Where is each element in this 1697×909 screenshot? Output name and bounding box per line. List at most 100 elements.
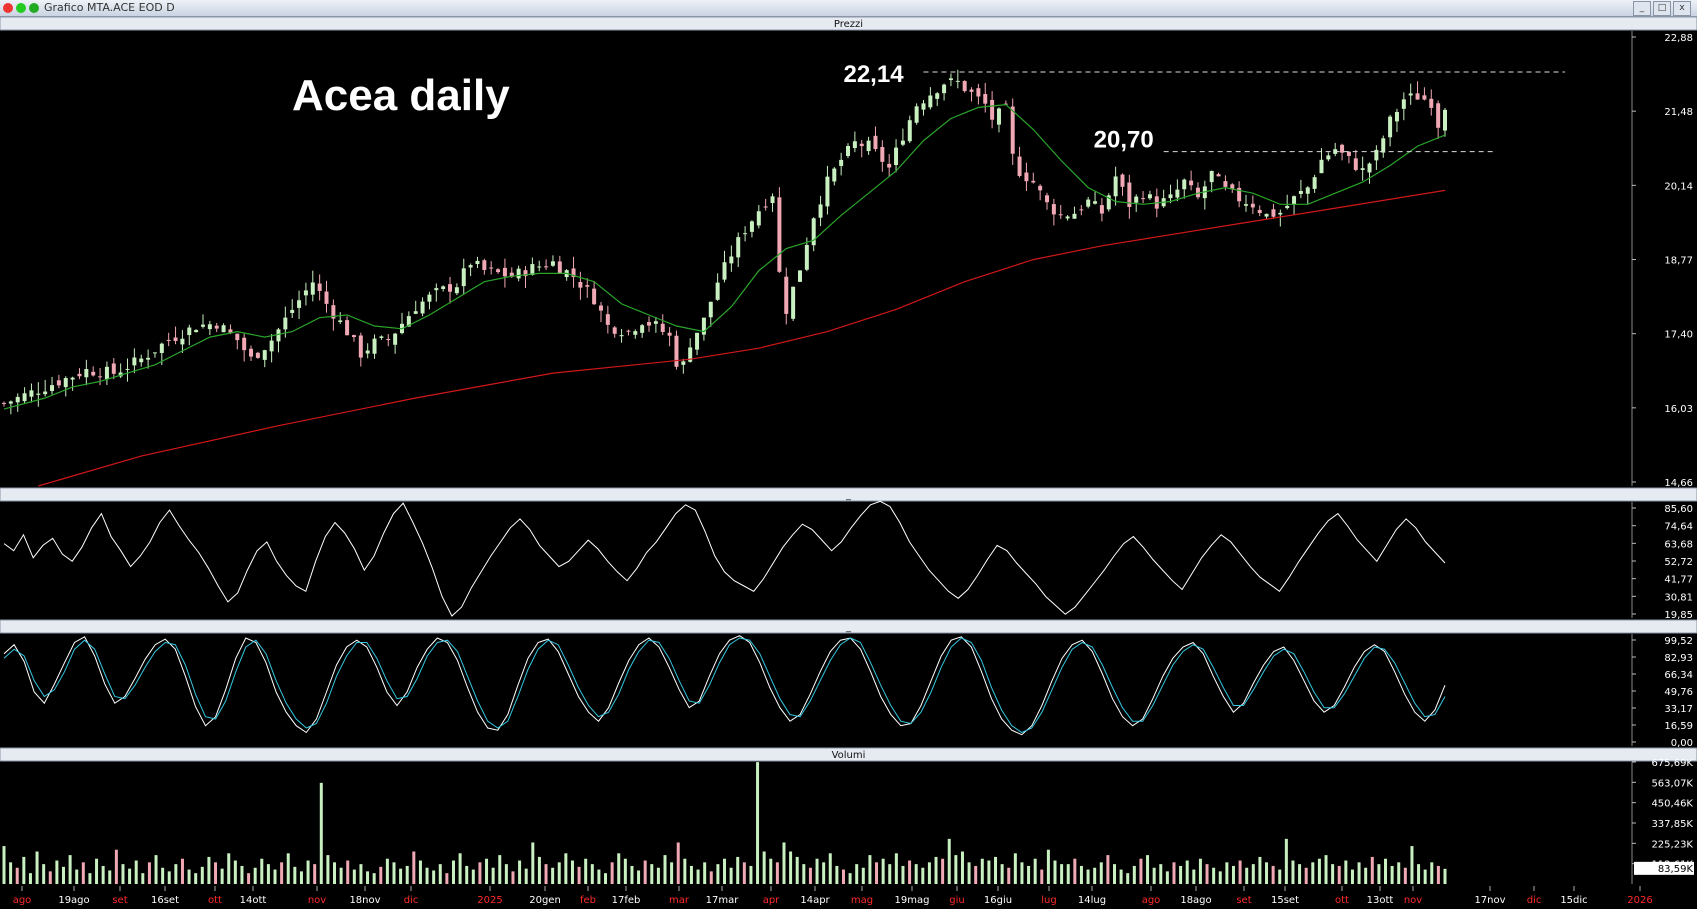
- candle-body: [1278, 212, 1283, 215]
- volume-bar: [1218, 871, 1222, 884]
- volume-bar: [88, 873, 92, 884]
- candle-body: [578, 281, 583, 288]
- volume-bar: [161, 867, 165, 884]
- x-tick-label: 16giu: [984, 895, 1012, 906]
- volume-bar: [1053, 860, 1057, 884]
- candle-body: [1401, 99, 1406, 109]
- volume-bar: [1198, 858, 1202, 884]
- volume-bar: [855, 864, 859, 884]
- volume-bar: [233, 860, 237, 884]
- volume-bar: [808, 867, 812, 884]
- candle-body: [825, 176, 830, 207]
- candle-body: [91, 371, 96, 376]
- candle-body: [146, 357, 151, 360]
- close-dot-icon[interactable]: [3, 3, 13, 13]
- x-tick-label: ott: [208, 895, 222, 906]
- candle-body: [557, 261, 562, 274]
- candle-body: [1058, 214, 1063, 216]
- volume-bar: [775, 862, 779, 884]
- volume-bar: [1251, 864, 1255, 884]
- candle-body: [990, 99, 995, 120]
- candle-body: [118, 372, 123, 377]
- minimize-button[interactable]: _: [1633, 1, 1651, 16]
- volume-bar: [841, 869, 845, 884]
- volume-bar: [55, 860, 59, 884]
- candle-body: [200, 324, 205, 327]
- candle-body: [1388, 116, 1393, 138]
- volume-bar: [134, 860, 138, 884]
- volume-bar: [1258, 856, 1262, 884]
- candle-body: [777, 197, 782, 272]
- panel-title-2: _: [845, 622, 852, 633]
- volume-bar: [815, 858, 819, 884]
- volume-bar: [392, 862, 396, 884]
- candle-body: [283, 317, 288, 330]
- volume-bar: [537, 856, 541, 884]
- candle-body: [571, 268, 576, 278]
- x-tick-label: mar: [669, 895, 690, 906]
- candle-body: [468, 265, 473, 268]
- volume-bar: [1410, 846, 1414, 884]
- volume-bar: [253, 867, 257, 884]
- volume-bar: [412, 851, 416, 884]
- candle-body: [996, 108, 1001, 125]
- candle-body: [104, 366, 109, 379]
- volume-bar: [914, 864, 918, 884]
- candle-body: [351, 335, 356, 338]
- volume-bar: [1238, 860, 1242, 884]
- volume-bar: [980, 858, 984, 884]
- volume-bar: [485, 858, 489, 884]
- volume-bar: [1192, 869, 1196, 884]
- maximize-dot-icon[interactable]: [16, 3, 26, 13]
- candle-body: [839, 159, 844, 166]
- y-tick-label-0-1: 21,48: [1664, 107, 1693, 118]
- candle-body: [1127, 182, 1132, 207]
- volume-bar: [729, 867, 733, 884]
- candle-body: [523, 270, 528, 277]
- volume-bar: [551, 867, 555, 884]
- candle-body: [255, 352, 260, 358]
- candle-body: [29, 390, 34, 397]
- y-tick-label-1-6: 19,85: [1664, 610, 1693, 621]
- volume-bar: [683, 858, 687, 884]
- volume-bar: [22, 856, 26, 884]
- candle-body: [804, 244, 809, 270]
- minimize-dot-icon[interactable]: [29, 3, 39, 13]
- candle-body: [715, 282, 720, 300]
- volume-bar: [1013, 853, 1017, 884]
- volume-bar: [339, 867, 343, 884]
- candle-body: [969, 89, 974, 92]
- volume-bar: [987, 860, 991, 884]
- volume-bar: [1304, 867, 1308, 884]
- candle-body: [194, 330, 199, 333]
- candle-body: [50, 385, 55, 392]
- candle-body: [592, 288, 597, 305]
- candle-body: [1106, 195, 1111, 210]
- candle-body: [626, 330, 631, 332]
- volume-bar: [802, 864, 806, 884]
- candle-body: [1250, 203, 1255, 208]
- candle-body: [756, 211, 761, 226]
- volume-bar: [266, 864, 270, 884]
- volume-bar: [1390, 865, 1394, 884]
- maximize-button[interactable]: □: [1653, 1, 1671, 16]
- candle-body: [530, 264, 535, 276]
- volume-bar: [1007, 867, 1011, 884]
- volume-bar: [1225, 862, 1229, 884]
- volume-bar: [42, 864, 46, 884]
- volume-bar: [789, 851, 793, 884]
- candle-body: [98, 376, 103, 378]
- candle-body: [695, 332, 700, 350]
- candle-body: [983, 93, 988, 104]
- volume-bar: [716, 864, 720, 884]
- candle-body: [544, 266, 549, 268]
- volume-bar: [1172, 862, 1176, 884]
- close-button[interactable]: x: [1673, 1, 1691, 16]
- volume-bar: [1443, 868, 1447, 884]
- volume-y-tick-label: 675,69K: [1651, 758, 1693, 769]
- volume-bar: [749, 865, 753, 884]
- candle-body: [1305, 187, 1310, 194]
- x-tick-label: 18ago: [1180, 895, 1211, 906]
- window-titlebar: Grafico MTA.ACE EOD D _ □ x: [0, 0, 1697, 17]
